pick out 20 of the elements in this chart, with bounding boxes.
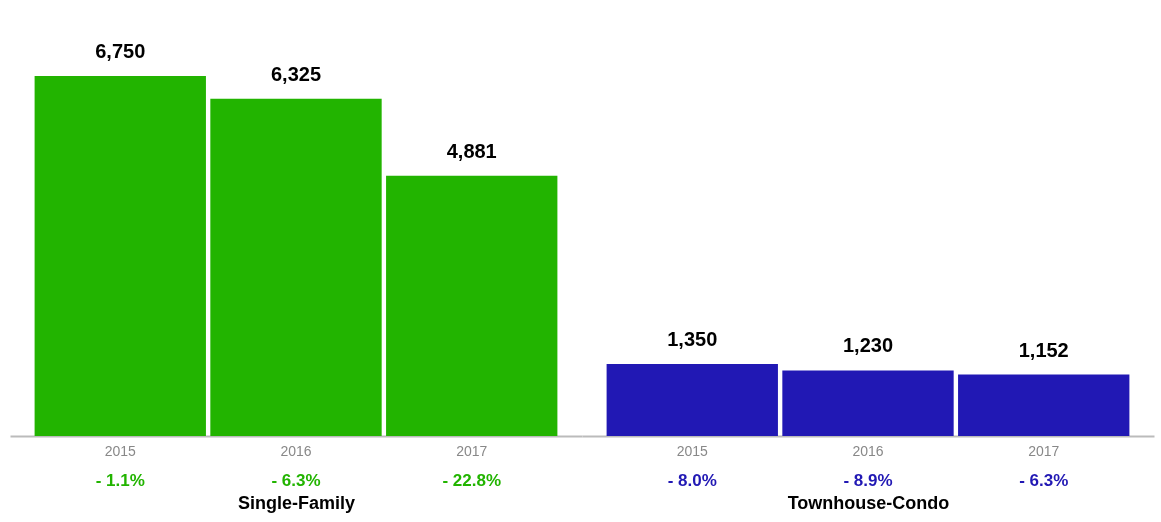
- data-label: 1,230: [842, 334, 894, 357]
- text: - 1.1%: [95, 471, 145, 490]
- x-tick-label: 2015: [104, 442, 137, 459]
- x-tick-label: 2016: [280, 442, 312, 459]
- x-tick-label: 2017: [1028, 442, 1060, 459]
- text: - 6.3%: [1019, 471, 1069, 490]
- x-tick-label: 2017: [456, 442, 488, 459]
- text: - 8.0%: [667, 471, 717, 490]
- text: - 8.9%: [843, 471, 893, 490]
- x-tick-label: 2015: [676, 442, 709, 459]
- x-axis-title: Single-Family: [237, 492, 356, 513]
- data-label: 6,325: [270, 62, 322, 85]
- text: - 22.8%: [442, 471, 502, 490]
- data-label: 1,350: [667, 328, 718, 350]
- data-label: 4,881: [446, 139, 497, 162]
- x-tick-label: 2016: [852, 442, 884, 459]
- x-axis-title: Townhouse-Condo: [787, 492, 950, 513]
- data-label: 6,750: [95, 40, 146, 62]
- data-label: 1,152: [1018, 338, 1069, 361]
- text: - 6.3%: [271, 471, 321, 490]
